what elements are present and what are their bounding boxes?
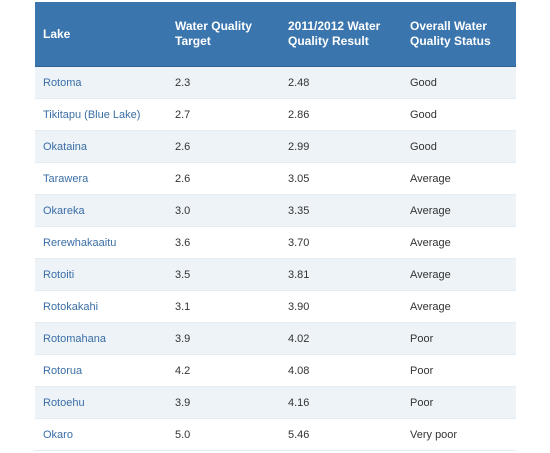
result-cell: 3.90 (280, 290, 402, 323)
target-cell: 5.0 (167, 418, 280, 451)
lake-name-cell: Rotoiti (35, 258, 167, 291)
status-cell: Average (402, 226, 516, 259)
status-cell: Good (402, 98, 516, 131)
result-cell: 5.46 (280, 418, 402, 451)
result-cell: 3.35 (280, 194, 402, 227)
header-lake: Lake (35, 2, 167, 67)
lake-name-cell: Tikitapu (Blue Lake) (35, 98, 167, 131)
table-row: Rotokakahi 3.1 3.90 Average (35, 290, 516, 323)
status-cell: Poor (402, 322, 516, 355)
target-cell: 3.6 (167, 226, 280, 259)
status-cell: Very poor (402, 418, 516, 451)
header-overall-status: Overall Water Quality Status (402, 2, 516, 67)
water-quality-table-container: Lake Water Quality Target 2011/2012 Wate… (35, 2, 516, 451)
target-cell: 3.1 (167, 290, 280, 323)
lake-name-cell: Rotoehu (35, 386, 167, 419)
target-cell: 3.9 (167, 322, 280, 355)
table-row: Okataina 2.6 2.99 Good (35, 130, 516, 163)
target-cell: 2.7 (167, 98, 280, 131)
target-cell: 2.6 (167, 130, 280, 163)
table-header-row: Lake Water Quality Target 2011/2012 Wate… (35, 2, 516, 67)
header-water-quality-result: 2011/2012 Water Quality Result (280, 2, 402, 67)
status-cell: Good (402, 66, 516, 99)
status-cell: Poor (402, 354, 516, 387)
status-cell: Average (402, 162, 516, 195)
table-row: Rotomahana 3.9 4.02 Poor (35, 322, 516, 355)
table-row: Rerewhakaaitu 3.6 3.70 Average (35, 226, 516, 259)
result-cell: 2.99 (280, 130, 402, 163)
water-quality-table: Lake Water Quality Target 2011/2012 Wate… (35, 2, 516, 451)
lake-name-cell: Okataina (35, 130, 167, 163)
result-cell: 4.02 (280, 322, 402, 355)
target-cell: 3.0 (167, 194, 280, 227)
result-cell: 2.48 (280, 66, 402, 99)
result-cell: 3.70 (280, 226, 402, 259)
table-row: Okaro 5.0 5.46 Very poor (35, 418, 516, 451)
lake-name-cell: Rotomahana (35, 322, 167, 355)
table-body: Rotoma 2.3 2.48 Good Tikitapu (Blue Lake… (35, 66, 516, 451)
result-cell: 4.08 (280, 354, 402, 387)
target-cell: 2.6 (167, 162, 280, 195)
target-cell: 3.5 (167, 258, 280, 291)
table-row: Rotoiti 3.5 3.81 Average (35, 258, 516, 291)
lake-name-cell: Okaro (35, 418, 167, 451)
status-cell: Average (402, 258, 516, 291)
table-row: Tarawera 2.6 3.05 Average (35, 162, 516, 195)
lake-name-cell: Rotokakahi (35, 290, 167, 323)
lake-name-cell: Rotorua (35, 354, 167, 387)
result-cell: 4.16 (280, 386, 402, 419)
lake-name-cell: Rerewhakaaitu (35, 226, 167, 259)
table-row: Rotoma 2.3 2.48 Good (35, 66, 516, 99)
target-cell: 2.3 (167, 66, 280, 99)
table-header: Lake Water Quality Target 2011/2012 Wate… (35, 2, 516, 67)
result-cell: 3.81 (280, 258, 402, 291)
lake-name-cell: Okareka (35, 194, 167, 227)
table-row: Rotoehu 3.9 4.16 Poor (35, 386, 516, 419)
header-water-quality-target: Water Quality Target (167, 2, 280, 67)
status-cell: Average (402, 290, 516, 323)
lake-name-cell: Rotoma (35, 66, 167, 99)
status-cell: Poor (402, 386, 516, 419)
lake-name-cell: Tarawera (35, 162, 167, 195)
table-row: Rotorua 4.2 4.08 Poor (35, 354, 516, 387)
table-row: Okareka 3.0 3.35 Average (35, 194, 516, 227)
target-cell: 3.9 (167, 386, 280, 419)
target-cell: 4.2 (167, 354, 280, 387)
status-cell: Average (402, 194, 516, 227)
status-cell: Good (402, 130, 516, 163)
result-cell: 3.05 (280, 162, 402, 195)
result-cell: 2.86 (280, 98, 402, 131)
table-row: Tikitapu (Blue Lake) 2.7 2.86 Good (35, 98, 516, 131)
